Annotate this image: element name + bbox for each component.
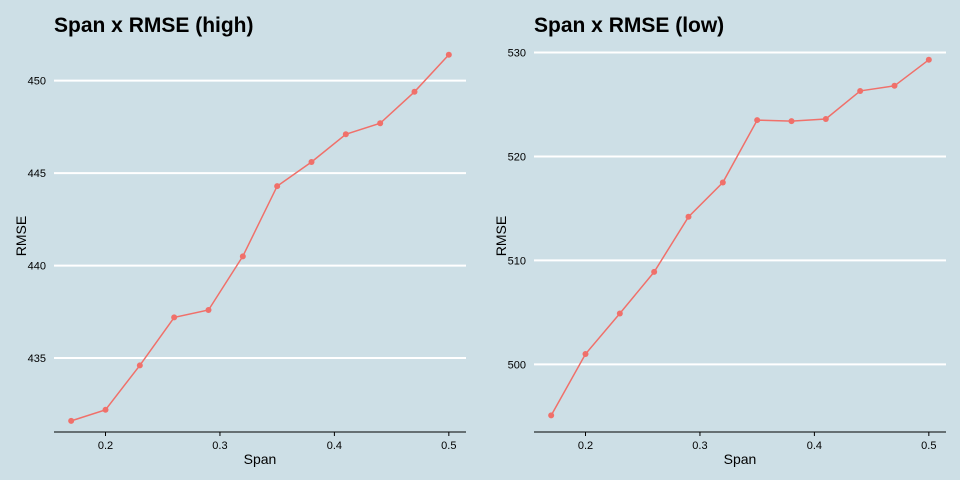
- x-tick-label: 0.3: [212, 440, 227, 452]
- data-point: [102, 406, 109, 413]
- data-point: [411, 88, 418, 95]
- data-point: [171, 314, 178, 321]
- y-tick-label: 500: [508, 359, 526, 371]
- y-tick-label: 450: [28, 76, 46, 88]
- series-line: [70, 54, 450, 422]
- data-point: [857, 87, 864, 94]
- x-tick-label: 0.4: [807, 440, 822, 452]
- chart-panel-low: 500 510 520 530 0.2 0.3 0.4 0.5 Span RMSE Span x …: [480, 0, 960, 480]
- chart-low: 500 510 520 530 0.2 0.3 0.4 0.5 Span RMSE: [493, 47, 946, 467]
- y-tick-label: 445: [28, 168, 46, 180]
- data-point: [205, 306, 212, 313]
- data-point: [582, 351, 589, 358]
- x-axis-label: Span: [244, 451, 277, 467]
- data-point: [548, 412, 555, 419]
- series-line: [550, 59, 930, 416]
- data-point: [616, 310, 623, 317]
- y-tick-label: 435: [28, 353, 46, 365]
- data-point: [822, 116, 829, 123]
- data-point: [377, 120, 384, 127]
- data-point: [788, 118, 795, 125]
- chart-panel-high: 435 440 445 450 0.2 0.3 0.4 0.5 Span RMSE Span x …: [13, 14, 466, 467]
- data-point: [891, 82, 898, 89]
- y-tick-label: 520: [508, 151, 526, 163]
- x-axis-label: Span: [724, 451, 757, 467]
- data-point: [651, 268, 658, 275]
- chart-title: Span x RMSE (high): [54, 14, 254, 37]
- data-point: [136, 362, 143, 369]
- data-point: [68, 417, 75, 424]
- y-tick-label: 530: [508, 47, 526, 59]
- data-point: [308, 159, 315, 166]
- data-point: [445, 51, 452, 58]
- data-point: [342, 131, 349, 138]
- data-point: [754, 117, 761, 124]
- x-tick-label: 0.4: [327, 440, 342, 452]
- x-tick-label: 0.2: [578, 440, 593, 452]
- data-point: [239, 253, 246, 260]
- y-axis-label: RMSE: [493, 216, 509, 256]
- x-tick-label: 0.5: [441, 440, 456, 452]
- data-point: [685, 213, 692, 220]
- chart-title: Span x RMSE (low): [534, 14, 725, 37]
- y-tick-label: 510: [508, 255, 526, 267]
- data-point: [719, 179, 726, 186]
- data-point: [274, 183, 281, 190]
- x-tick-label: 0.3: [692, 440, 707, 452]
- data-point: [925, 56, 932, 63]
- chart-high: 435 440 445 450 0.2 0.3 0.4 0.5 Span RMSE: [13, 51, 466, 467]
- x-tick-label: 0.5: [921, 440, 936, 452]
- y-tick-label: 440: [28, 261, 46, 273]
- x-tick-label: 0.2: [98, 440, 113, 452]
- y-axis-label: RMSE: [13, 216, 29, 256]
